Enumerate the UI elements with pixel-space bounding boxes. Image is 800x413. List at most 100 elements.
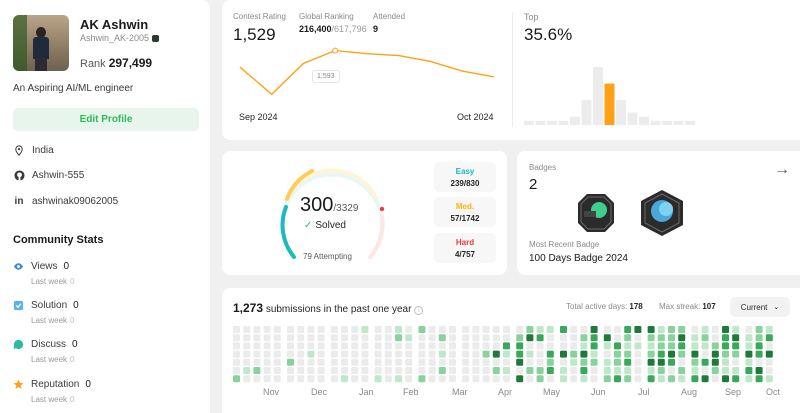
heatmap-cell bbox=[428, 342, 436, 350]
heatmap-cell bbox=[634, 367, 642, 374]
heatmap-cell bbox=[395, 358, 402, 366]
month-label: Oct bbox=[766, 387, 781, 397]
heatmap-cell bbox=[330, 334, 338, 342]
solved-progress-ring[interactable] bbox=[272, 161, 392, 269]
heatmap-cell bbox=[418, 334, 426, 342]
month-label: Jul bbox=[638, 387, 650, 397]
submission-heatmap[interactable] bbox=[233, 326, 793, 384]
heatmap-cell bbox=[745, 367, 753, 374]
heatmap-cell bbox=[449, 334, 456, 342]
heatmap-cell bbox=[492, 367, 500, 374]
heatmap-cell bbox=[765, 334, 773, 342]
heatmap-cell bbox=[765, 375, 773, 383]
top-label: Top bbox=[524, 12, 539, 22]
heatmap-cell bbox=[560, 358, 567, 366]
heatmap-cell bbox=[492, 358, 500, 366]
heatmap-cell bbox=[482, 326, 490, 333]
heatmap-cell bbox=[678, 358, 686, 366]
heatmap-cell bbox=[668, 326, 675, 333]
year-select[interactable]: Current ⌄ bbox=[730, 297, 790, 317]
heatmap-cell bbox=[614, 334, 621, 342]
heatmap-cell bbox=[307, 326, 315, 333]
heatmap-cell bbox=[603, 350, 611, 358]
badges-count: 2 bbox=[529, 176, 538, 193]
heatmap-cell bbox=[546, 358, 554, 366]
heatmap-cell bbox=[341, 367, 348, 374]
heatmap-cell bbox=[233, 350, 240, 358]
heatmap-cell bbox=[273, 375, 281, 383]
heatmap-cell bbox=[263, 367, 271, 374]
heatmap-cell bbox=[755, 350, 763, 358]
heatmap-cell bbox=[691, 358, 699, 366]
heatmap-cell bbox=[590, 334, 598, 342]
heatmap-cell bbox=[516, 358, 524, 366]
heatmap-cell bbox=[701, 350, 709, 358]
heatmap-cell bbox=[418, 358, 426, 366]
heatmap-cell bbox=[428, 375, 436, 383]
heatmap-cell bbox=[657, 367, 665, 374]
heatmap-cell bbox=[668, 367, 675, 374]
heatmap-cell bbox=[503, 334, 510, 342]
easy-stat[interactable]: Easy 239/830 bbox=[434, 162, 496, 192]
heatmap-cell bbox=[516, 342, 524, 350]
heatmap-cell bbox=[536, 358, 544, 366]
heatmap-cell bbox=[418, 350, 426, 358]
heatmap-cell bbox=[668, 358, 675, 366]
heatmap-cell bbox=[503, 375, 510, 383]
rating-line-chart[interactable] bbox=[236, 40, 498, 110]
heatmap-cell bbox=[374, 350, 382, 358]
heatmap-cell bbox=[263, 342, 271, 350]
heatmap-cell bbox=[745, 326, 753, 333]
stat-discuss: Discuss 0 Last week 0 bbox=[13, 339, 78, 364]
heatmap-cell bbox=[243, 350, 251, 358]
heatmap-cell bbox=[603, 367, 611, 374]
star-icon bbox=[13, 379, 24, 390]
heatmap-cell bbox=[701, 326, 709, 333]
medium-stat[interactable]: Med. 57/1742 bbox=[434, 197, 496, 227]
hard-stat[interactable]: Hard 4/757 bbox=[434, 233, 496, 263]
heatmap-cell bbox=[614, 375, 621, 383]
heatmap-cell bbox=[503, 342, 510, 350]
badge-100-days-icon[interactable] bbox=[639, 189, 685, 237]
heatmap-cell bbox=[253, 358, 261, 366]
heatmap-cell bbox=[428, 367, 436, 374]
edit-profile-button[interactable]: Edit Profile bbox=[13, 108, 199, 131]
heatmap-cell bbox=[374, 326, 382, 333]
heatmap-cell bbox=[297, 334, 305, 342]
divider bbox=[512, 12, 513, 127]
heatmap-cell bbox=[317, 367, 325, 374]
heatmap-cell bbox=[263, 334, 271, 342]
month-label: Feb bbox=[403, 387, 419, 397]
heatmap-cell bbox=[526, 326, 534, 333]
github-row[interactable]: Ashwin-555 bbox=[13, 169, 84, 181]
user-badge-icon bbox=[152, 35, 160, 42]
heatmap-cell bbox=[395, 342, 402, 350]
heatmap-cell bbox=[722, 326, 729, 333]
top-bar bbox=[650, 120, 661, 125]
heatmap-cell bbox=[330, 342, 338, 350]
heatmap-cell bbox=[405, 334, 413, 342]
month-label: Mar bbox=[452, 387, 468, 397]
heatmap-cell bbox=[701, 367, 709, 374]
avatar[interactable] bbox=[13, 15, 69, 71]
badge-50-days-icon[interactable] bbox=[577, 193, 615, 233]
heatmap-cell bbox=[263, 358, 271, 366]
heatmap-cell bbox=[668, 342, 675, 350]
arrow-right-icon[interactable]: → bbox=[774, 161, 790, 178]
location-pin-icon bbox=[13, 144, 25, 156]
heatmap-cell bbox=[307, 342, 315, 350]
heatmap-cell bbox=[438, 326, 446, 333]
heatmap-cell bbox=[351, 326, 359, 333]
solved-count: 300/3329 bbox=[300, 194, 359, 216]
check-icon: ✓ bbox=[304, 220, 313, 231]
heatmap-cell bbox=[560, 375, 567, 383]
top-bar bbox=[581, 100, 592, 125]
heatmap-cell bbox=[374, 367, 382, 374]
month-label: Aug bbox=[681, 387, 698, 397]
linkedin-row[interactable]: in ashwinak09062005 bbox=[14, 195, 119, 207]
heatmap-cell bbox=[536, 334, 544, 342]
heatmap-cell bbox=[253, 342, 261, 350]
heatmap-cell bbox=[546, 342, 554, 350]
top-histogram[interactable] bbox=[524, 55, 704, 127]
heatmap-cell bbox=[330, 350, 338, 358]
